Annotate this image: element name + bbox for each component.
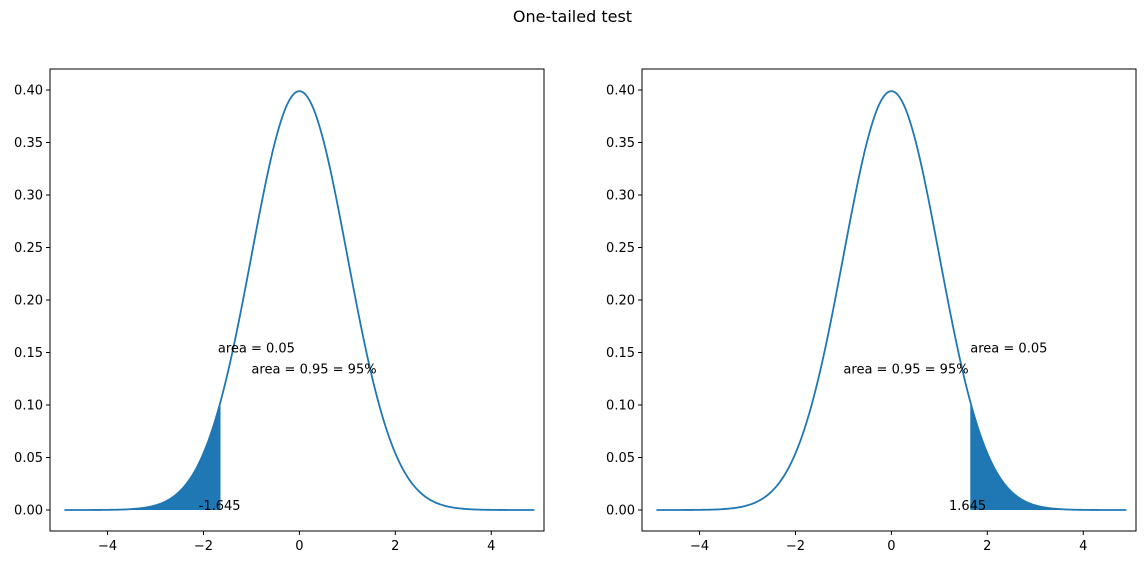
normal-curve-line [64, 90, 535, 511]
y-tick-label: 0.00 [14, 504, 43, 519]
y-tick-label: 0.05 [606, 451, 635, 466]
y-tick-label: 0.30 [606, 189, 635, 204]
x-tick-label: 0 [295, 539, 303, 554]
figure-title: One-tailed test [512, 7, 633, 26]
chart-panel-1: −4 −2 0 2 4 0.00 0.05 0.10 0.15 0.20 0.25 0.30 0.35 0… [14, 68, 545, 554]
annotation-label: area = 0.05 [970, 342, 1047, 357]
y-tick-label: 0.20 [14, 294, 43, 309]
y-tick-label: 0.10 [606, 399, 635, 414]
x-tick-label: 4 [487, 539, 495, 554]
x-tick-label: −2 [194, 539, 213, 554]
normal-curve-line [656, 90, 1127, 511]
annotation-label: area = 0.95 = 95% [843, 363, 968, 378]
chart-panel-2: −4 −2 0 2 4 0.00 0.05 0.10 0.15 0.20 0.25 0.30 0.35 0… [606, 68, 1137, 554]
y-tick-label: 0.40 [14, 84, 43, 99]
y-tick-label: 0.35 [606, 136, 635, 151]
y-tick-label: 0.00 [606, 504, 635, 519]
x-tick-label: −4 [690, 539, 709, 554]
x-tick-label: 2 [391, 539, 399, 554]
shaded-tail-area [970, 401, 1127, 510]
annotation-label: -1.645 [199, 499, 241, 514]
y-tick-label: 0.15 [606, 346, 635, 361]
annotation-label: area = 0.95 = 95% [251, 363, 376, 378]
x-tick-label: 4 [1079, 539, 1087, 554]
y-tick-label: 0.05 [14, 451, 43, 466]
annotation-label: 1.645 [949, 499, 986, 514]
annotation-label: area = 0.05 [218, 342, 295, 357]
y-tick-label: 0.10 [14, 399, 43, 414]
y-tick-label: 0.40 [606, 84, 635, 99]
y-tick-label: 0.15 [14, 346, 43, 361]
shaded-tail-area [64, 401, 221, 510]
y-tick-label: 0.35 [14, 136, 43, 151]
axes-frame [49, 68, 545, 532]
x-tick-label: −4 [98, 539, 117, 554]
axes-frame [641, 68, 1137, 532]
y-tick-label: 0.20 [606, 294, 635, 309]
x-tick-label: 0 [887, 539, 895, 554]
y-tick-label: 0.30 [14, 189, 43, 204]
y-tick-label: 0.25 [606, 241, 635, 256]
y-tick-label: 0.25 [14, 241, 43, 256]
x-tick-label: −2 [786, 539, 805, 554]
x-tick-label: 2 [983, 539, 991, 554]
